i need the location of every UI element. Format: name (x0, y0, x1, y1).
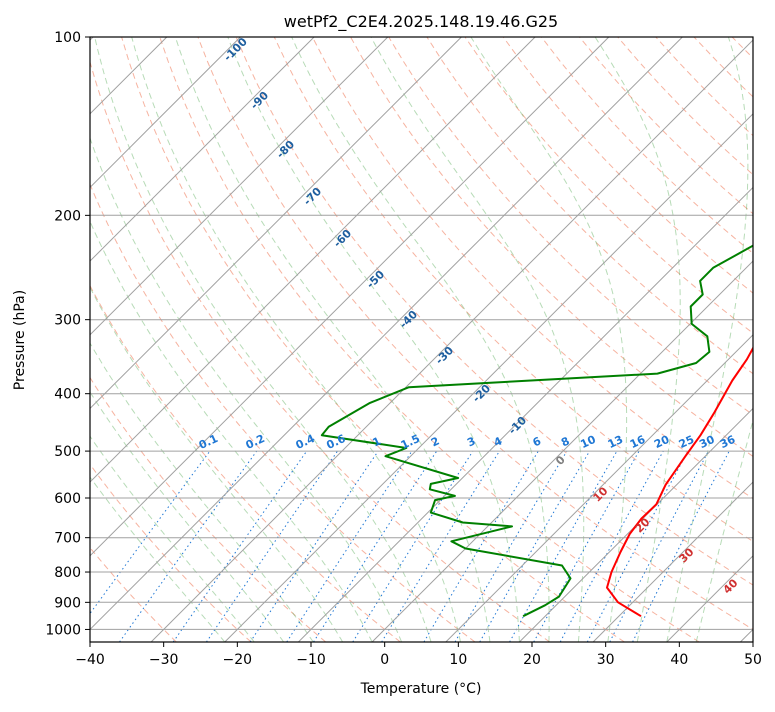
x-axis-title: Temperature (°C) (360, 681, 482, 697)
y-tick-label: 1000 (45, 622, 81, 638)
y-tick-label: 500 (54, 444, 81, 460)
chart-title: wetPf2_C2E4.2025.148.19.46.G25 (284, 12, 558, 32)
y-tick-label: 200 (54, 208, 81, 224)
x-tick-label: −30 (149, 652, 179, 668)
x-tick-label: −40 (75, 652, 105, 668)
y-tick-label: 100 (54, 30, 81, 46)
x-tick-label: −20 (223, 652, 253, 668)
y-tick-label: 400 (54, 387, 81, 403)
y-tick-label: 900 (54, 595, 81, 611)
x-tick-label: 40 (670, 652, 688, 668)
x-tick-label: 20 (523, 652, 541, 668)
y-tick-label: 800 (54, 565, 81, 581)
x-tick-label: 30 (597, 652, 615, 668)
x-tick-label: −10 (296, 652, 326, 668)
x-tick-label: 50 (744, 652, 762, 668)
y-tick-label: 700 (54, 531, 81, 547)
x-tick-label: 10 (449, 652, 467, 668)
y-tick-label: 300 (54, 313, 81, 329)
x-tick-label: 0 (380, 652, 389, 668)
y-axis-title: Pressure (hPa) (12, 290, 28, 390)
y-tick-label: 600 (54, 491, 81, 507)
